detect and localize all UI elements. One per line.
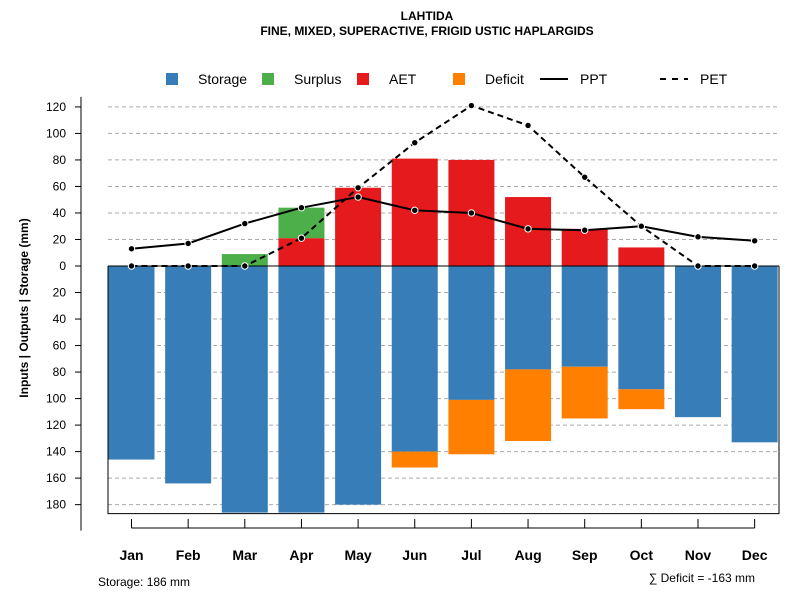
x-tick-label: May	[344, 547, 371, 563]
legend-label: Deficit	[485, 71, 524, 87]
ppt-point	[581, 226, 589, 234]
storage-bar	[731, 266, 778, 443]
storage-bar	[278, 266, 325, 513]
ppt-point	[694, 233, 702, 241]
lines	[127, 101, 759, 270]
legend-swatch-aet	[357, 73, 369, 85]
y-tick-label: 160	[46, 471, 66, 485]
storage-bar	[108, 266, 155, 460]
plot-frame	[107, 266, 780, 515]
storage-bar	[561, 266, 608, 367]
x-tick-label: Aug	[514, 547, 541, 563]
pet-point	[354, 184, 362, 192]
deficit-bar	[505, 369, 552, 442]
legend-label: PPT	[580, 71, 608, 87]
y-tick-label: 20	[53, 286, 67, 300]
ppt-point	[524, 225, 532, 233]
ppt-point	[354, 193, 362, 201]
deficit-bar	[391, 451, 438, 468]
y-tick-label: 40	[53, 206, 67, 220]
aet-bar	[278, 238, 325, 266]
y-tick-label: 100	[46, 392, 66, 406]
chart-subtitle: FINE, MIXED, SUPERACTIVE, FRIGID USTIC H…	[260, 24, 593, 38]
x-tick-label: Nov	[685, 547, 712, 563]
legend-label: Storage	[198, 71, 247, 87]
legend: Storage Surplus AET Deficit PPT PET	[166, 71, 728, 87]
pet-line	[131, 104, 755, 267]
y-tick-label: 80	[53, 153, 67, 167]
storage-bar	[618, 266, 665, 390]
legend-swatch-storage	[166, 73, 178, 85]
storage-bar	[448, 266, 495, 400]
x-tick-label: Feb	[176, 547, 201, 563]
storage-bar	[391, 266, 438, 452]
y-tick-label: 40	[53, 312, 67, 326]
x-tick-label: Sep	[572, 547, 598, 563]
deficit-note: ∑ Deficit = -163 mm	[649, 571, 755, 585]
surplus-bar	[221, 254, 268, 266]
storage-bar	[221, 266, 268, 513]
x-tick-label: Jan	[119, 547, 143, 563]
storage-bar	[675, 266, 721, 418]
pet-point	[694, 262, 702, 270]
chart-title: LAHTIDA	[401, 9, 454, 23]
x-tick-label: Jun	[402, 547, 427, 563]
x-tick-label: Oct	[630, 547, 654, 563]
pet-point	[184, 262, 192, 270]
y-tick-label: 60	[53, 339, 67, 353]
pet-point	[637, 222, 646, 230]
x-tick-label: Mar	[232, 547, 257, 563]
aet-bar	[561, 228, 608, 266]
legend-label: AET	[389, 71, 417, 87]
pet-point	[524, 121, 532, 130]
legend-swatch-deficit	[453, 73, 465, 85]
y-axis: 0 20 40 60 80 100 120 20 40 60 80 100 120 140 160 180	[46, 96, 82, 531]
ppt-line	[131, 196, 755, 250]
y-tick-label: 0	[59, 259, 66, 273]
y-axis-label: Inputs | Outputs | Storage (mm)	[17, 218, 31, 397]
pet-point	[127, 262, 136, 270]
storage-note: Storage: 186 mm	[98, 575, 190, 589]
y-tick-label: 100	[46, 126, 66, 140]
storage-bar	[335, 266, 382, 505]
y-tick-label: 80	[53, 365, 67, 379]
ppt-point	[750, 237, 759, 245]
legend-swatch-surplus	[262, 73, 274, 85]
deficit-bar	[448, 399, 495, 455]
legend-label: Surplus	[294, 71, 341, 87]
ppt-point	[297, 203, 306, 212]
pet-point	[750, 262, 759, 270]
pet-point	[581, 173, 589, 181]
y-tick-label: 60	[53, 179, 67, 193]
x-tick-label: Dec	[742, 547, 768, 563]
deficit-bar	[618, 389, 665, 410]
pet-point	[297, 234, 306, 242]
aet-bar	[618, 247, 665, 266]
pet-point	[411, 139, 419, 147]
ppt-point	[127, 245, 136, 253]
deficit-bar	[561, 366, 608, 419]
ppt-point	[184, 239, 192, 248]
pet-point	[467, 101, 476, 110]
x-tick-label: Apr	[289, 547, 314, 563]
storage-bar	[165, 266, 212, 484]
x-tick-label: Jul	[461, 547, 481, 563]
ppt-point	[467, 209, 476, 217]
y-tick-label: 20	[53, 232, 67, 246]
ppt-point	[241, 219, 249, 228]
y-tick-label: 140	[46, 445, 66, 459]
bars	[108, 158, 778, 513]
legend-label: PET	[700, 71, 728, 87]
y-tick-label: 180	[46, 498, 66, 512]
ppt-point	[411, 206, 419, 215]
zero-line-group	[107, 265, 780, 515]
pet-point	[241, 262, 249, 270]
storage-bar	[505, 266, 552, 370]
y-tick-label: 120	[46, 100, 66, 114]
x-axis: Jan Feb Mar Apr May Jun Jul Aug Sep Oct Nov Dec	[119, 519, 768, 563]
y-tick-label: 120	[46, 418, 66, 432]
